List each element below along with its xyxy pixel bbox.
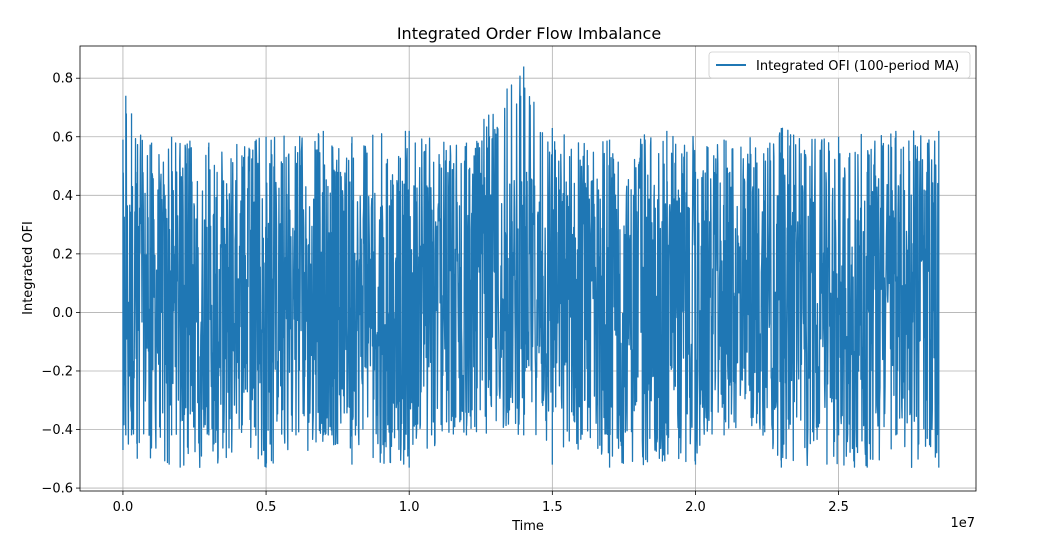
x-tick-label: 1.0 xyxy=(399,500,420,515)
legend-label: Integrated OFI (100-period MA) xyxy=(756,59,959,74)
y-tick-label: −0.2 xyxy=(41,364,73,379)
y-tick-label: 0.2 xyxy=(52,247,73,262)
series-integrated-ofi xyxy=(122,66,940,469)
x-tick-label: 2.5 xyxy=(828,500,849,515)
series-line xyxy=(122,66,940,469)
x-tick-label: 0.0 xyxy=(113,500,134,515)
x-tick-label: 2.0 xyxy=(685,500,706,515)
x-tick-label: 0.5 xyxy=(256,500,277,515)
legend-box xyxy=(708,51,971,79)
plot-frame xyxy=(79,45,977,492)
y-axis-label: Integrated OFI xyxy=(21,221,36,315)
y-tick-label: 0.4 xyxy=(52,189,73,204)
y-axis-ticks: −0.6 −0.4 −0.2 0.0 0.2 0.4 0.6 0.8 xyxy=(41,72,80,497)
y-tick-label: 0.6 xyxy=(52,130,73,145)
y-tick-label: −0.4 xyxy=(41,423,73,438)
x-tick-label: 1.5 xyxy=(542,500,563,515)
chart-title: Integrated Order Flow Imbalance xyxy=(397,24,661,43)
x-axis-ticks: 0.0 0.5 1.0 1.5 2.0 2.5 xyxy=(113,491,849,515)
y-tick-label: 0.0 xyxy=(52,306,73,321)
legend: Integrated OFI (100-period MA) xyxy=(708,51,971,79)
y-tick-label: 0.8 xyxy=(52,72,73,87)
y-tick-label: −0.6 xyxy=(41,482,73,497)
x-axis-offset-label: 1e7 xyxy=(950,516,975,531)
x-axis-label: Time xyxy=(511,519,544,534)
